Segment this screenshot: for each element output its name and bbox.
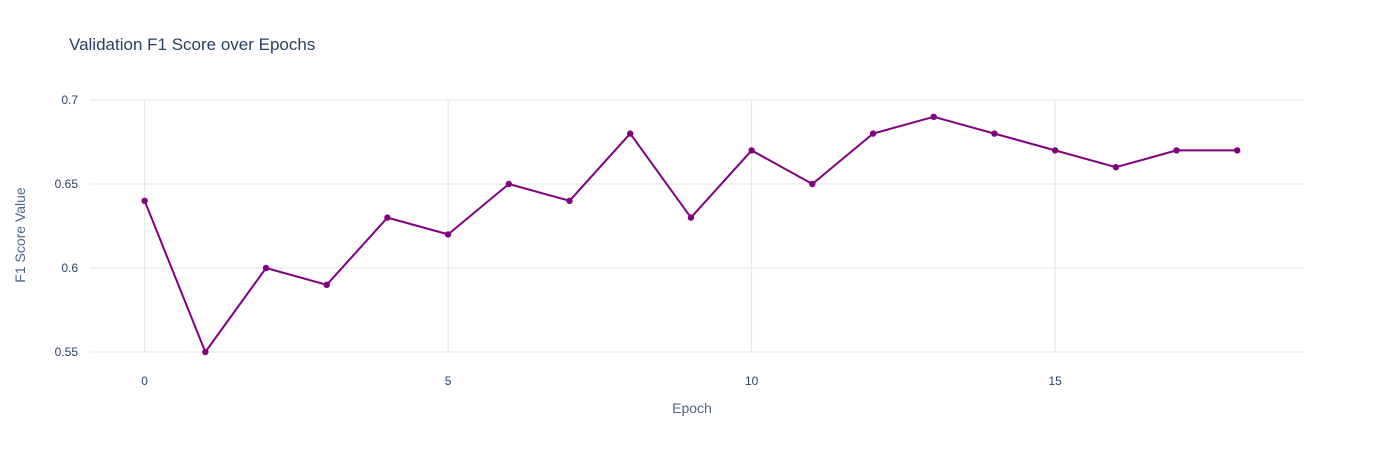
y-tick-label: 0.6 [61, 261, 78, 275]
grid-layer [90, 99, 1304, 353]
x-tick-label: 15 [1048, 374, 1062, 388]
data-point[interactable] [202, 348, 209, 356]
x-tick-label: 5 [445, 374, 452, 388]
y-tick-label: 0.7 [61, 93, 78, 107]
y-tick-label: 0.55 [55, 345, 79, 359]
data-point[interactable] [1112, 164, 1120, 171]
data-point[interactable] [1234, 147, 1241, 154]
data-point[interactable] [1173, 147, 1180, 154]
data-point[interactable] [991, 130, 998, 137]
data-point[interactable] [748, 147, 755, 154]
data-point[interactable] [687, 214, 695, 221]
chart-title: Validation F1 Score over Epochs [69, 35, 315, 54]
data-point[interactable] [930, 113, 937, 121]
data-point[interactable] [141, 197, 148, 204]
data-point[interactable] [869, 130, 877, 137]
series-line [143, 115, 1238, 353]
data-point[interactable] [323, 281, 330, 288]
data-point[interactable] [809, 180, 816, 188]
y-tick-label: 0.65 [55, 177, 79, 191]
data-point[interactable] [627, 130, 634, 137]
data-point[interactable] [1051, 147, 1059, 154]
data-point[interactable] [566, 197, 573, 204]
data-point[interactable] [444, 231, 452, 238]
x-axis-title: Epoch [672, 400, 712, 416]
x-tick-label: 10 [745, 374, 759, 388]
tick-layer: 0.55 0.6 0.65 0.7 0 5 10 15 [55, 93, 1062, 388]
y-axis-title: F1 Score Value [12, 187, 28, 283]
series-layer [141, 113, 1241, 356]
data-point[interactable] [262, 264, 270, 272]
data-point[interactable] [505, 180, 513, 188]
x-tick-label: 0 [141, 374, 148, 388]
data-point[interactable] [384, 214, 391, 221]
